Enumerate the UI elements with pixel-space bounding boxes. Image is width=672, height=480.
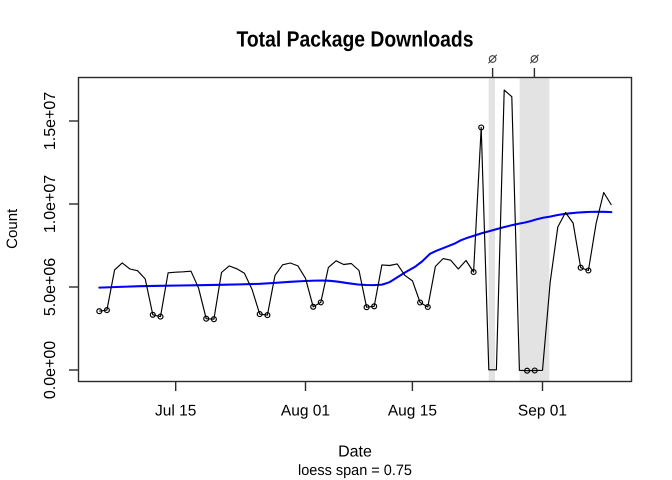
svg-text:1.0e+07: 1.0e+07	[42, 175, 59, 233]
svg-text:Aug 15: Aug 15	[388, 402, 437, 419]
svg-text:Jul 15: Jul 15	[155, 402, 196, 419]
svg-text:Aug 01: Aug 01	[281, 402, 330, 419]
svg-text:loess span = 0.75: loess span = 0.75	[298, 462, 412, 479]
svg-text:Sep 01: Sep 01	[518, 402, 567, 419]
svg-text:5.0e+06: 5.0e+06	[42, 258, 59, 316]
svg-text:1.5e+07: 1.5e+07	[42, 92, 59, 150]
svg-text:0.0e+00: 0.0e+00	[42, 341, 59, 399]
svg-text:Count: Count	[4, 208, 21, 249]
svg-text:Date: Date	[338, 443, 372, 460]
svg-text:Total Package Downloads: Total Package Downloads	[237, 27, 474, 52]
